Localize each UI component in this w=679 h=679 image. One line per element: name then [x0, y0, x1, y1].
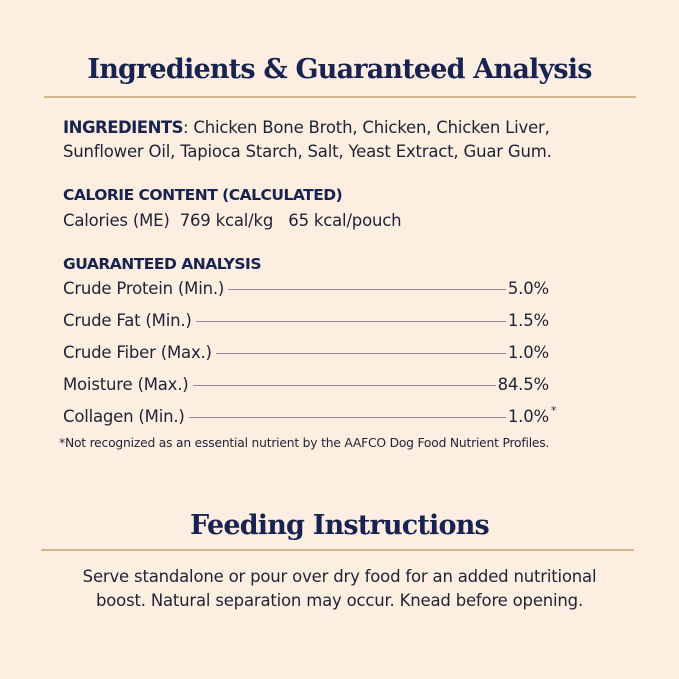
ingredients-analysis-title: Ingredients & Guaranteed Analysis — [87, 54, 592, 85]
analysis-value-wrap: 1.0% * — [507, 404, 557, 426]
calorie-heading: CALORIE CONTENT (CALCULATED) — [63, 186, 343, 204]
analysis-row: Moisture (Max.) 84.5% — [63, 375, 549, 394]
calorie-text: Calories (ME) 769 kcal/kg 65 kcal/pouch — [63, 211, 402, 230]
feeding-title: Feeding Instructions — [190, 510, 490, 541]
analysis-value: 84.5% — [497, 375, 550, 394]
ingredients-label: INGREDIENTS — [63, 118, 184, 137]
analysis-row: Collagen (Min.) 1.0% * — [63, 404, 557, 426]
ingredients-text: : Chicken Bone Broth, Chicken, Chicken L… — [183, 118, 550, 137]
analysis-label: Crude Fiber (Max.) — [63, 343, 212, 362]
leader-line — [215, 353, 506, 354]
footnote: *Not recognized as an essential nutrient… — [59, 436, 550, 450]
leader-line — [188, 417, 506, 418]
footnote-marker: * — [551, 404, 557, 417]
analysis-label: Collagen (Min.) — [63, 407, 185, 426]
analysis-value: 1.5% — [507, 311, 549, 330]
ingredients-line-1: INGREDIENTS: Chicken Bone Broth, Chicken… — [63, 116, 550, 140]
analysis-label: Crude Protein (Min.) — [63, 279, 225, 298]
leader-line — [195, 321, 506, 322]
leader-line — [192, 385, 496, 386]
leader-line — [228, 289, 506, 290]
feeding-divider — [41, 549, 634, 551]
title-divider — [44, 96, 636, 98]
feeding-line-1: Serve standalone or pour over dry food f… — [82, 567, 597, 586]
ingredients-line-2: Sunflower Oil, Tapioca Starch, Salt, Yea… — [63, 142, 552, 161]
feeding-line-2: boost. Natural separation may occur. Kne… — [96, 591, 583, 610]
analysis-value: 5.0% — [507, 279, 549, 298]
analysis-heading: GUARANTEED ANALYSIS — [63, 255, 262, 273]
analysis-label: Moisture (Max.) — [63, 375, 189, 394]
analysis-value: 1.0% — [507, 343, 549, 362]
analysis-value: 1.0% — [507, 407, 549, 426]
analysis-row: Crude Protein (Min.) 5.0% — [63, 279, 549, 298]
analysis-row: Crude Fat (Min.) 1.5% — [63, 311, 549, 330]
analysis-label: Crude Fat (Min.) — [63, 311, 192, 330]
analysis-row: Crude Fiber (Max.) 1.0% — [63, 343, 549, 362]
